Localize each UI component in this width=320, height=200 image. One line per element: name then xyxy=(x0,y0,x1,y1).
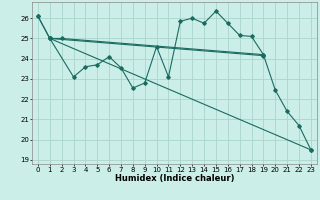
X-axis label: Humidex (Indice chaleur): Humidex (Indice chaleur) xyxy=(115,174,234,183)
